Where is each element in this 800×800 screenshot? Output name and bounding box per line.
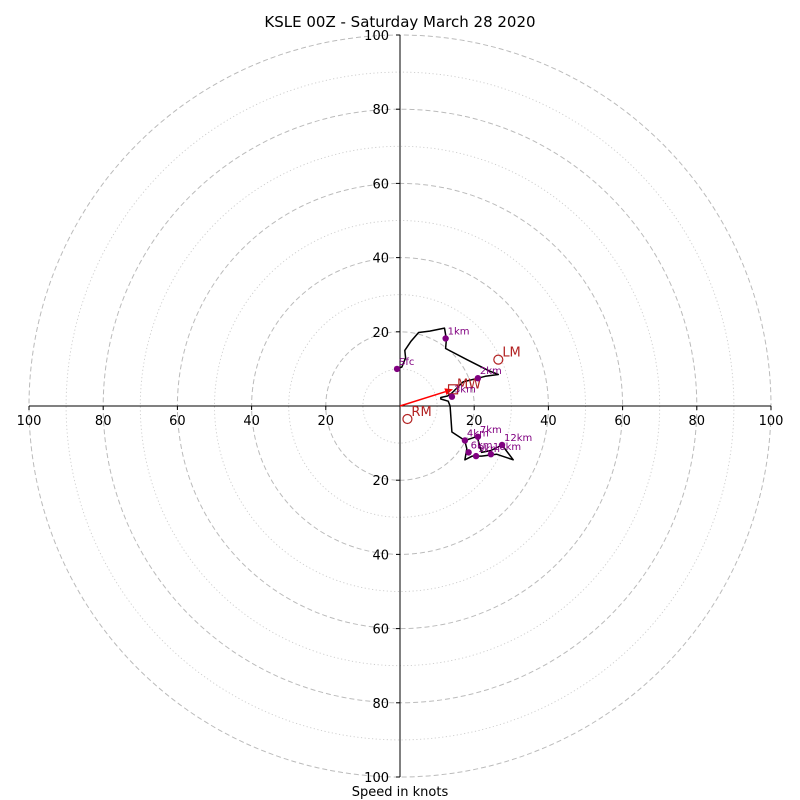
x-axis-label: Speed in knots xyxy=(352,785,449,800)
y-tick-label: 60 xyxy=(372,623,389,638)
height-marker-label: 9km xyxy=(478,444,500,455)
x-tick-label: 80 xyxy=(95,414,112,429)
height-marker-dot xyxy=(474,374,482,382)
left-mover-label: LM xyxy=(502,346,520,361)
mean-wind-label: MW xyxy=(457,377,481,392)
left-mover-marker xyxy=(493,354,504,365)
height-marker-dot xyxy=(498,441,506,449)
height-marker-dot xyxy=(442,335,449,342)
y-tick-label: 80 xyxy=(372,103,389,118)
right-mover-marker xyxy=(402,413,413,425)
y-tick-label: 60 xyxy=(372,177,389,192)
x-tick-label: 20 xyxy=(466,414,483,429)
height-marker-dot xyxy=(393,365,401,373)
x-tick-label: 60 xyxy=(169,414,186,429)
y-tick-label: 20 xyxy=(372,474,389,489)
height-marker-label: 1km xyxy=(448,326,470,337)
height-marker-label: Sfc xyxy=(399,357,414,368)
hodograph-trace xyxy=(396,327,514,461)
x-tick-label: 40 xyxy=(243,414,260,429)
mean-wind-arrow-shaft xyxy=(399,390,446,407)
height-marker-label: 3km xyxy=(454,385,476,396)
y-tick-label: 80 xyxy=(372,697,389,712)
height-marker-dot xyxy=(487,451,495,458)
storm-motion: MW LM RM xyxy=(399,346,521,425)
y-tick-label: 100 xyxy=(364,771,389,786)
x-tick-label: 60 xyxy=(614,414,631,429)
y-tick-label: 100 xyxy=(364,29,389,44)
x-tick-label: 20 xyxy=(318,414,335,429)
height-marker-dot xyxy=(472,452,480,460)
height-marker-label: 10km xyxy=(493,442,521,453)
x-tick-label: 40 xyxy=(540,414,557,429)
y-tick-label: 20 xyxy=(372,326,389,341)
height-marker-dot xyxy=(461,437,469,444)
height-marker-dot xyxy=(474,433,482,440)
height-marker-dot xyxy=(465,449,472,456)
x-tick-label: 100 xyxy=(759,414,784,429)
height-marker-label: 7km xyxy=(480,425,502,436)
height-marker-label: 6km xyxy=(471,440,493,451)
wind-profile xyxy=(396,327,514,461)
chart-title: KSLE 00Z - Saturday March 28 2020 xyxy=(264,13,535,31)
right-mover-label: RM xyxy=(411,405,431,420)
height-marker-label: 12km xyxy=(504,433,532,444)
x-tick-label: 100 xyxy=(17,414,42,429)
axis-ticks: 100 80 60 40 20 20 40 60 80 100 100 80 60 40 20 20 40 60 8… xyxy=(17,29,784,786)
height-marker-dot xyxy=(448,393,456,400)
height-marker-label: 2km xyxy=(480,366,502,377)
x-tick-label: 80 xyxy=(689,414,706,429)
y-tick-label: 40 xyxy=(372,548,389,563)
height-markers: Sfc1km2km3km4km7km12km6km9km10km xyxy=(393,326,532,460)
y-tick-label: 40 xyxy=(372,252,389,267)
